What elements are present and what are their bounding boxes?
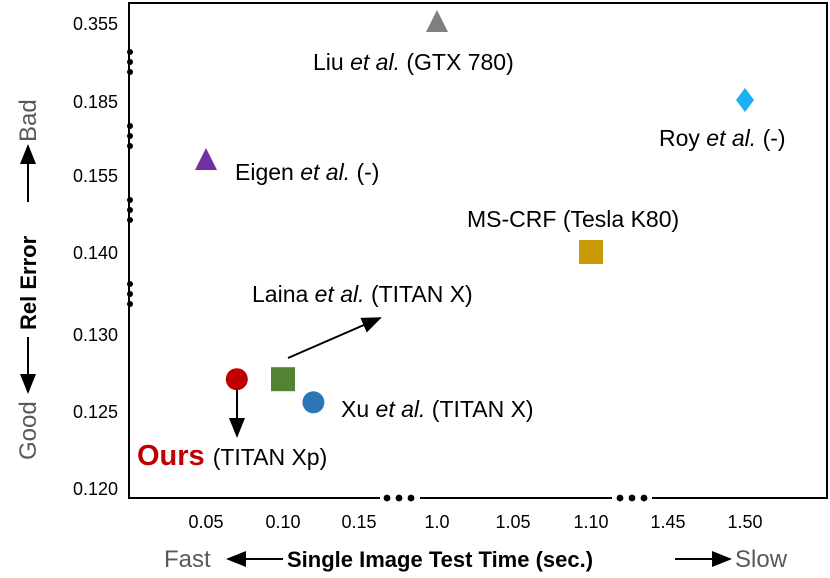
y-tick-label: 0.185 bbox=[73, 92, 118, 112]
marker-ms-crf bbox=[579, 240, 603, 264]
point-labels: Liu et al. (GTX 780) Roy et al. (-) Eige… bbox=[137, 49, 786, 472]
y-hint-good: Good bbox=[15, 401, 42, 460]
marker-liu bbox=[426, 10, 448, 32]
x-axis-title-group: Fast Single Image Test Time (sec.) Slow bbox=[164, 546, 788, 573]
y-axis-title-group: Good Rel Error Bad bbox=[15, 99, 42, 460]
marker-ours bbox=[225, 368, 248, 391]
y-tick-labels: 0.355 0.185 0.155 0.140 0.130 0.125 0.12… bbox=[73, 14, 118, 499]
data-markers bbox=[195, 10, 754, 414]
y-axis-title: Rel Error bbox=[16, 235, 41, 330]
x-tick-label: 1.45 bbox=[650, 512, 685, 532]
x-axis-title: Single Image Test Time (sec.) bbox=[287, 547, 593, 572]
x-axis-break-dots bbox=[380, 492, 652, 504]
y-tick-label: 0.130 bbox=[73, 325, 118, 345]
x-hint-fast: Fast bbox=[164, 546, 211, 573]
y-tick-label: 0.155 bbox=[73, 166, 118, 186]
x-tick-label: 0.05 bbox=[188, 512, 223, 532]
x-tick-label: 1.50 bbox=[727, 512, 762, 532]
y-tick-label: 0.120 bbox=[73, 479, 118, 499]
marker-roy bbox=[736, 88, 754, 112]
label-xu: Xu et al. (TITAN X) bbox=[341, 396, 534, 422]
marker-laina bbox=[271, 367, 295, 392]
x-tick-labels: 0.05 0.10 0.15 1.0 1.05 1.10 1.45 1.50 bbox=[188, 512, 762, 532]
marker-xu bbox=[302, 391, 325, 414]
x-tick-label: 0.10 bbox=[265, 512, 300, 532]
y-hint-bad: Bad bbox=[15, 99, 42, 142]
x-tick-label: 0.15 bbox=[341, 512, 376, 532]
laina-arrow bbox=[287, 317, 382, 359]
y-axis-break-dots bbox=[127, 49, 133, 307]
label-liu: Liu et al. (GTX 780) bbox=[313, 49, 514, 75]
label-ms-crf: MS-CRF (Tesla K80) bbox=[467, 206, 679, 232]
label-ours: Ours (TITAN Xp) bbox=[137, 440, 327, 472]
plot-frame bbox=[128, 2, 828, 499]
x-tick-label: 1.10 bbox=[573, 512, 608, 532]
label-eigen: Eigen et al. (-) bbox=[235, 159, 379, 185]
x-tick-label: 1.05 bbox=[495, 512, 530, 532]
y-tick-label: 0.140 bbox=[73, 243, 118, 263]
y-tick-label: 0.355 bbox=[73, 14, 118, 34]
y-tick-label: 0.125 bbox=[73, 402, 118, 422]
x-tick-label: 1.0 bbox=[424, 512, 449, 532]
label-laina: Laina et al. (TITAN X) bbox=[252, 281, 473, 307]
x-hint-slow: Slow bbox=[735, 546, 788, 573]
label-roy: Roy et al. (-) bbox=[659, 125, 786, 151]
marker-eigen bbox=[195, 148, 217, 170]
